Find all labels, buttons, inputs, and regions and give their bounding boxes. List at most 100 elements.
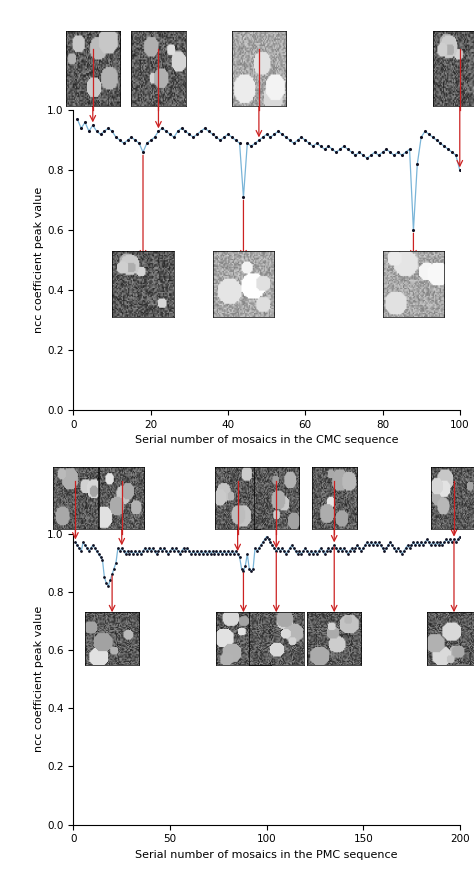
Point [265, 533, 273, 547]
Point [263, 529, 270, 543]
Point [406, 142, 413, 156]
Point [267, 131, 274, 145]
Point [232, 133, 239, 147]
Point [118, 541, 126, 556]
Point [278, 541, 286, 556]
Point [298, 547, 305, 561]
Point [174, 544, 182, 558]
Point [172, 541, 180, 556]
Point [433, 535, 440, 549]
Point [452, 148, 460, 162]
Point [377, 538, 384, 552]
Point [163, 544, 170, 558]
Point [180, 541, 187, 556]
Point [242, 558, 249, 572]
Point [309, 139, 317, 153]
Point [220, 544, 228, 558]
Point [126, 547, 133, 561]
Point [356, 541, 363, 556]
Y-axis label: ncc coefficient peak value: ncc coefficient peak value [35, 606, 45, 752]
Point [394, 541, 402, 556]
Point [298, 131, 305, 145]
Point [102, 576, 110, 590]
Point [87, 541, 95, 556]
Point [386, 535, 394, 549]
Point [112, 556, 120, 570]
Point [85, 544, 93, 558]
Point [334, 544, 342, 558]
Point [224, 544, 232, 558]
Point [240, 191, 247, 205]
Point [176, 547, 183, 561]
Point [456, 529, 464, 543]
Point [442, 533, 450, 547]
Point [423, 533, 431, 547]
Point [124, 133, 131, 147]
Point [386, 146, 394, 160]
Point [161, 541, 168, 556]
Point [143, 136, 151, 150]
Point [363, 535, 371, 549]
Point [170, 544, 178, 558]
Point [77, 544, 85, 558]
Point [400, 544, 408, 558]
Point [315, 544, 323, 558]
Point [313, 136, 320, 150]
Point [402, 541, 410, 556]
Point [116, 133, 124, 147]
Point [249, 562, 257, 576]
Point [261, 533, 268, 547]
Point [381, 544, 388, 558]
Point [182, 544, 189, 558]
Point [240, 564, 247, 579]
Point [398, 148, 406, 162]
Point [445, 142, 452, 156]
Point [425, 127, 433, 141]
Point [269, 538, 276, 552]
Point [317, 139, 325, 153]
Point [352, 148, 359, 162]
Point [340, 541, 347, 556]
Point [263, 127, 270, 141]
Point [303, 544, 311, 558]
Point [222, 547, 230, 561]
Point [307, 544, 315, 558]
Point [359, 148, 367, 162]
Point [448, 146, 456, 160]
Point [93, 544, 100, 558]
Point [282, 131, 290, 145]
Point [72, 535, 79, 549]
Point [201, 544, 209, 558]
Point [348, 146, 356, 160]
Point [100, 124, 108, 138]
Point [344, 142, 352, 156]
Point [234, 547, 241, 561]
Point [447, 533, 454, 547]
Point [228, 544, 236, 558]
Point [143, 544, 151, 558]
Point [431, 538, 438, 552]
Point [203, 547, 210, 561]
Point [274, 541, 282, 556]
Point [433, 133, 440, 147]
Point [311, 544, 319, 558]
Point [301, 541, 309, 556]
Point [330, 538, 338, 552]
Point [454, 533, 462, 547]
Point [410, 535, 417, 549]
Point [438, 538, 446, 552]
Point [136, 544, 143, 558]
Point [131, 133, 139, 147]
Point [325, 541, 332, 556]
Point [421, 124, 429, 138]
Point [120, 136, 128, 150]
Point [166, 544, 174, 558]
Point [367, 148, 375, 162]
Point [183, 541, 191, 556]
Point [244, 136, 251, 150]
Point [205, 544, 212, 558]
Point [309, 547, 317, 561]
Point [220, 131, 228, 145]
Point [406, 541, 413, 556]
Point [305, 136, 313, 150]
